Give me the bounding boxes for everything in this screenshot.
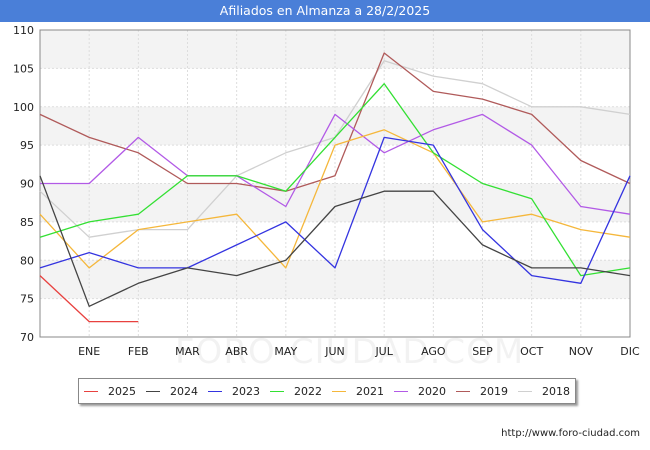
chart-legend: 2025 2024 2023 2022 2021 2020 2019 2018	[78, 378, 576, 404]
legend-label: 2023	[232, 384, 260, 398]
y-tick-label: 80	[20, 254, 34, 267]
legend-item-2024: 2024	[146, 385, 198, 398]
x-tick-label: DIC	[620, 345, 640, 358]
x-tick-label: FEB	[128, 345, 149, 358]
series-line-2025	[39, 275, 139, 323]
x-tick-label: JUL	[374, 345, 393, 358]
series-line-2022	[39, 83, 631, 277]
legend-label: 2019	[480, 384, 508, 398]
legend-label: 2024	[170, 384, 198, 398]
x-tick-label: NOV	[569, 345, 594, 358]
legend-item-2023: 2023	[208, 385, 260, 398]
legend-item-2019: 2019	[456, 385, 508, 398]
watermark: FORO-CIUDAD.COM	[175, 332, 525, 372]
x-tick-label: ENE	[78, 345, 100, 358]
y-tick-label: 75	[20, 293, 34, 306]
legend-swatch	[146, 390, 160, 392]
x-tick-label: AGO	[421, 345, 446, 358]
y-tick-label: 95	[20, 139, 34, 152]
x-tick-label: SEP	[472, 345, 493, 358]
legend-label: 2022	[294, 384, 322, 398]
y-tick-label: 110	[13, 24, 34, 37]
legend-swatch	[456, 390, 470, 392]
y-tick-label: 100	[13, 101, 34, 114]
legend-swatch	[394, 390, 408, 392]
series-line-2019	[39, 52, 631, 192]
legend-item-2020: 2020	[394, 385, 446, 398]
legend-swatch	[208, 390, 222, 392]
legend-swatch	[518, 390, 532, 392]
legend-swatch	[270, 390, 284, 392]
y-tick-label: 70	[20, 331, 34, 344]
legend-swatch	[84, 390, 98, 392]
y-tick-label: 90	[20, 178, 34, 191]
series-line-2020	[40, 113, 631, 215]
y-tick-label: 85	[20, 216, 34, 229]
x-tick-label: OCT	[520, 345, 543, 358]
legend-label: 2018	[542, 384, 570, 398]
chart-title: Afiliados en Almanza a 28/2/2025	[0, 0, 650, 22]
legend-item-2018: 2018	[518, 385, 570, 398]
legend-item-2021: 2021	[332, 385, 384, 398]
legend-item-2022: 2022	[270, 385, 322, 398]
series-line-2023	[39, 136, 631, 284]
legend-swatch	[332, 390, 346, 392]
source-url: http://www.foro-ciudad.com	[501, 428, 640, 439]
series-line-2024	[39, 175, 631, 307]
series-line-2021	[39, 129, 631, 269]
grid-band	[40, 30, 630, 69]
x-tick-label: MAR	[175, 345, 200, 358]
x-tick-label: ABR	[225, 345, 248, 358]
x-tick-label: JUN	[324, 345, 345, 358]
y-tick-label: 105	[13, 62, 34, 75]
legend-label: 2020	[418, 384, 446, 398]
legend-label: 2025	[108, 384, 136, 398]
legend-item-2025: 2025	[84, 385, 136, 398]
legend-label: 2021	[356, 384, 384, 398]
x-tick-label: MAY	[274, 345, 297, 358]
